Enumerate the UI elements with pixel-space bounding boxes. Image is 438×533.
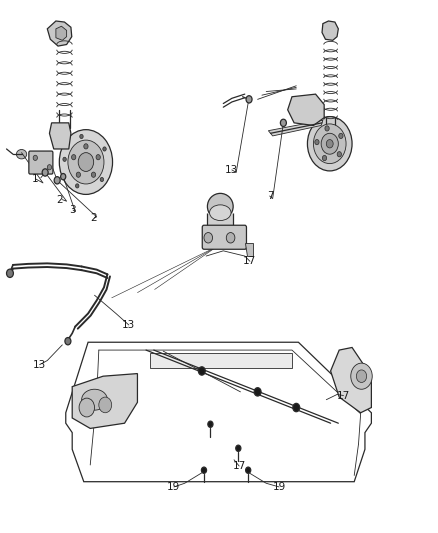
Text: 2: 2 [56, 195, 63, 205]
Ellipse shape [65, 337, 71, 345]
Ellipse shape [99, 397, 112, 413]
Ellipse shape [42, 169, 48, 176]
Ellipse shape [325, 126, 329, 131]
Ellipse shape [280, 119, 286, 126]
Text: 1: 1 [32, 174, 39, 184]
Ellipse shape [96, 155, 100, 160]
Polygon shape [47, 21, 72, 46]
Ellipse shape [198, 367, 205, 375]
Ellipse shape [351, 363, 372, 389]
Ellipse shape [59, 130, 113, 195]
Ellipse shape [339, 133, 343, 139]
Ellipse shape [208, 193, 233, 220]
Text: 13: 13 [33, 360, 46, 370]
Text: 13: 13 [225, 165, 239, 175]
Ellipse shape [246, 467, 251, 473]
Ellipse shape [75, 184, 79, 188]
Ellipse shape [204, 232, 212, 243]
Polygon shape [268, 120, 323, 136]
Ellipse shape [321, 133, 338, 154]
Polygon shape [208, 213, 233, 227]
Polygon shape [56, 26, 67, 41]
Text: 17: 17 [337, 391, 350, 400]
Text: 13: 13 [122, 320, 135, 330]
Ellipse shape [293, 403, 300, 411]
Text: 2: 2 [90, 213, 96, 223]
Ellipse shape [47, 165, 52, 170]
Ellipse shape [322, 156, 327, 160]
Text: 3: 3 [69, 205, 75, 215]
Ellipse shape [226, 232, 235, 243]
Ellipse shape [307, 117, 352, 171]
Ellipse shape [201, 467, 207, 473]
Ellipse shape [76, 172, 81, 177]
Polygon shape [150, 353, 292, 368]
Ellipse shape [103, 147, 106, 151]
Text: 19: 19 [167, 482, 180, 492]
Ellipse shape [80, 134, 83, 139]
Polygon shape [72, 374, 138, 429]
Ellipse shape [92, 172, 95, 177]
Polygon shape [49, 123, 71, 149]
Ellipse shape [16, 149, 27, 159]
Polygon shape [245, 243, 253, 256]
Ellipse shape [54, 176, 60, 184]
Ellipse shape [246, 96, 252, 103]
Ellipse shape [357, 370, 367, 383]
FancyBboxPatch shape [202, 225, 247, 249]
Text: 7: 7 [267, 191, 274, 201]
Ellipse shape [68, 140, 104, 184]
Ellipse shape [208, 421, 213, 427]
Ellipse shape [7, 269, 14, 278]
Ellipse shape [236, 445, 241, 451]
Polygon shape [322, 21, 338, 41]
Ellipse shape [315, 140, 319, 145]
Ellipse shape [100, 177, 104, 182]
Text: 19: 19 [272, 482, 286, 492]
Ellipse shape [209, 205, 231, 221]
Polygon shape [331, 348, 371, 413]
Ellipse shape [254, 387, 261, 396]
Polygon shape [288, 94, 324, 125]
Text: 17: 17 [243, 256, 257, 266]
Polygon shape [66, 342, 371, 482]
Ellipse shape [33, 155, 37, 160]
Ellipse shape [84, 144, 88, 149]
FancyBboxPatch shape [29, 151, 53, 174]
Ellipse shape [314, 124, 346, 164]
Ellipse shape [63, 157, 66, 161]
Ellipse shape [81, 389, 107, 410]
Ellipse shape [326, 140, 333, 148]
Text: 17: 17 [233, 461, 246, 471]
Ellipse shape [79, 398, 95, 417]
Ellipse shape [71, 155, 76, 160]
Ellipse shape [337, 151, 342, 157]
Ellipse shape [60, 174, 66, 180]
Ellipse shape [78, 152, 94, 172]
